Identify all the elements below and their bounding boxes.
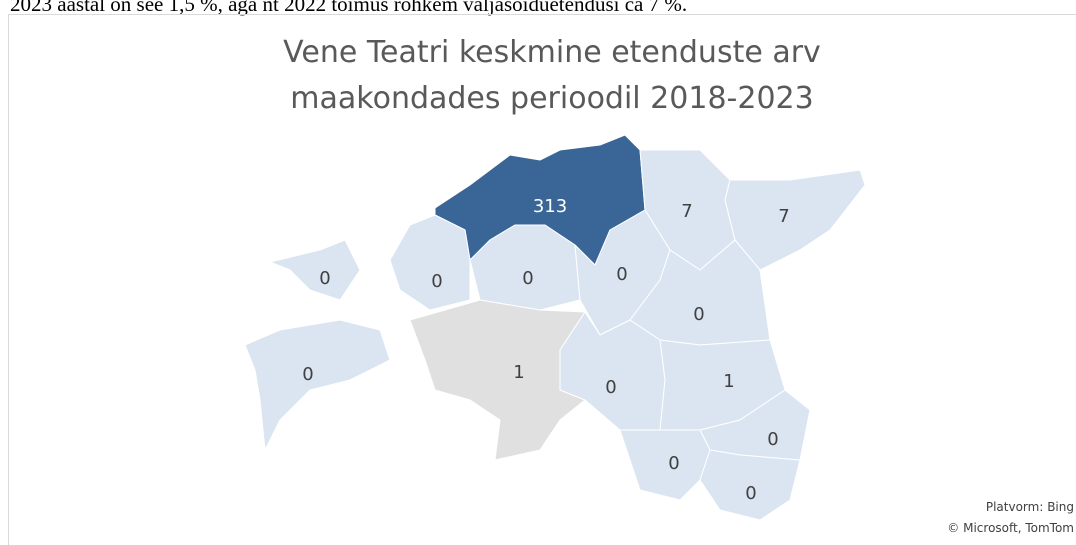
chart-title: Vene Teatri keskmine etenduste arv xyxy=(283,35,821,70)
region-label: 1 xyxy=(723,371,734,392)
region-label: 0 xyxy=(745,483,756,504)
attribution: © Microsoft, TomTom xyxy=(947,521,1074,535)
caption: 2023 aastal on see 1,5 %, aga nt 2022 to… xyxy=(10,0,688,16)
attribution: Platvorm: Bing xyxy=(986,500,1074,514)
region xyxy=(269,239,361,301)
region-label: 0 xyxy=(431,271,442,292)
chart-frame xyxy=(8,14,1076,545)
region-label: 7 xyxy=(681,201,692,222)
region-label: 0 xyxy=(302,364,313,385)
region-label: 7 xyxy=(778,206,789,227)
region-label: 0 xyxy=(693,304,704,325)
region xyxy=(244,319,391,451)
region-label: 0 xyxy=(522,268,533,289)
region-label: 0 xyxy=(668,453,679,474)
region xyxy=(389,214,471,311)
region-label: 1 xyxy=(513,362,524,383)
region-label: 0 xyxy=(319,268,330,289)
region xyxy=(699,449,801,521)
region-label: 0 xyxy=(616,264,627,285)
region xyxy=(724,169,866,271)
chart-title: maakondades perioodil 2018-2023 xyxy=(290,81,813,116)
region-label: 0 xyxy=(767,429,778,450)
region xyxy=(409,299,586,461)
region-label: 313 xyxy=(533,196,567,217)
region xyxy=(619,429,711,501)
region-label: 0 xyxy=(605,377,616,398)
